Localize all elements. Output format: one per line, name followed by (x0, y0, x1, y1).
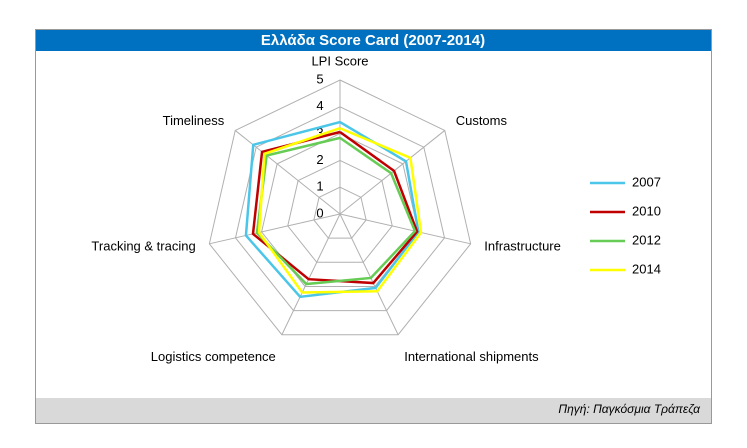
category-label: Logistics competence (151, 349, 276, 364)
category-label: Infrastructure (484, 238, 561, 253)
category-label: International shipments (404, 349, 539, 364)
category-label: Timeliness (163, 113, 225, 128)
grid-ring (287, 159, 393, 263)
r-tick-label: 2 (316, 152, 323, 167)
r-tick-label: 4 (316, 98, 323, 113)
spoke (209, 213, 341, 245)
source: Πηγή: Παγκόσμια Τράπεζα (558, 402, 701, 416)
spoke (339, 130, 446, 215)
series-line (257, 127, 423, 294)
r-tick-label: 3 (316, 125, 323, 140)
grid-ring (261, 133, 419, 287)
r-tick-label: 0 (316, 205, 323, 220)
category-label: LPI Score (311, 53, 368, 68)
category-label: Customs (456, 113, 508, 128)
series-line (255, 136, 417, 286)
r-tick-label: 1 (316, 179, 323, 194)
legend-label: 2012 (632, 232, 661, 247)
grid-ring (313, 186, 367, 239)
legend-label: 2007 (632, 174, 661, 189)
r-tick-label: 5 (316, 71, 323, 86)
legend-label: 2010 (632, 203, 661, 218)
spoke (281, 213, 341, 335)
legend-label: 2014 (632, 261, 661, 276)
grid-ring (208, 79, 472, 336)
spoke (339, 213, 471, 245)
chart-frame (35, 29, 712, 424)
spoke (339, 213, 399, 335)
title-bar (36, 30, 711, 51)
category-label: Tracking & tracing (91, 238, 195, 253)
footer-bar (36, 398, 711, 423)
chart-title: Ελλάδα Score Card (2007-2014) (261, 32, 485, 49)
